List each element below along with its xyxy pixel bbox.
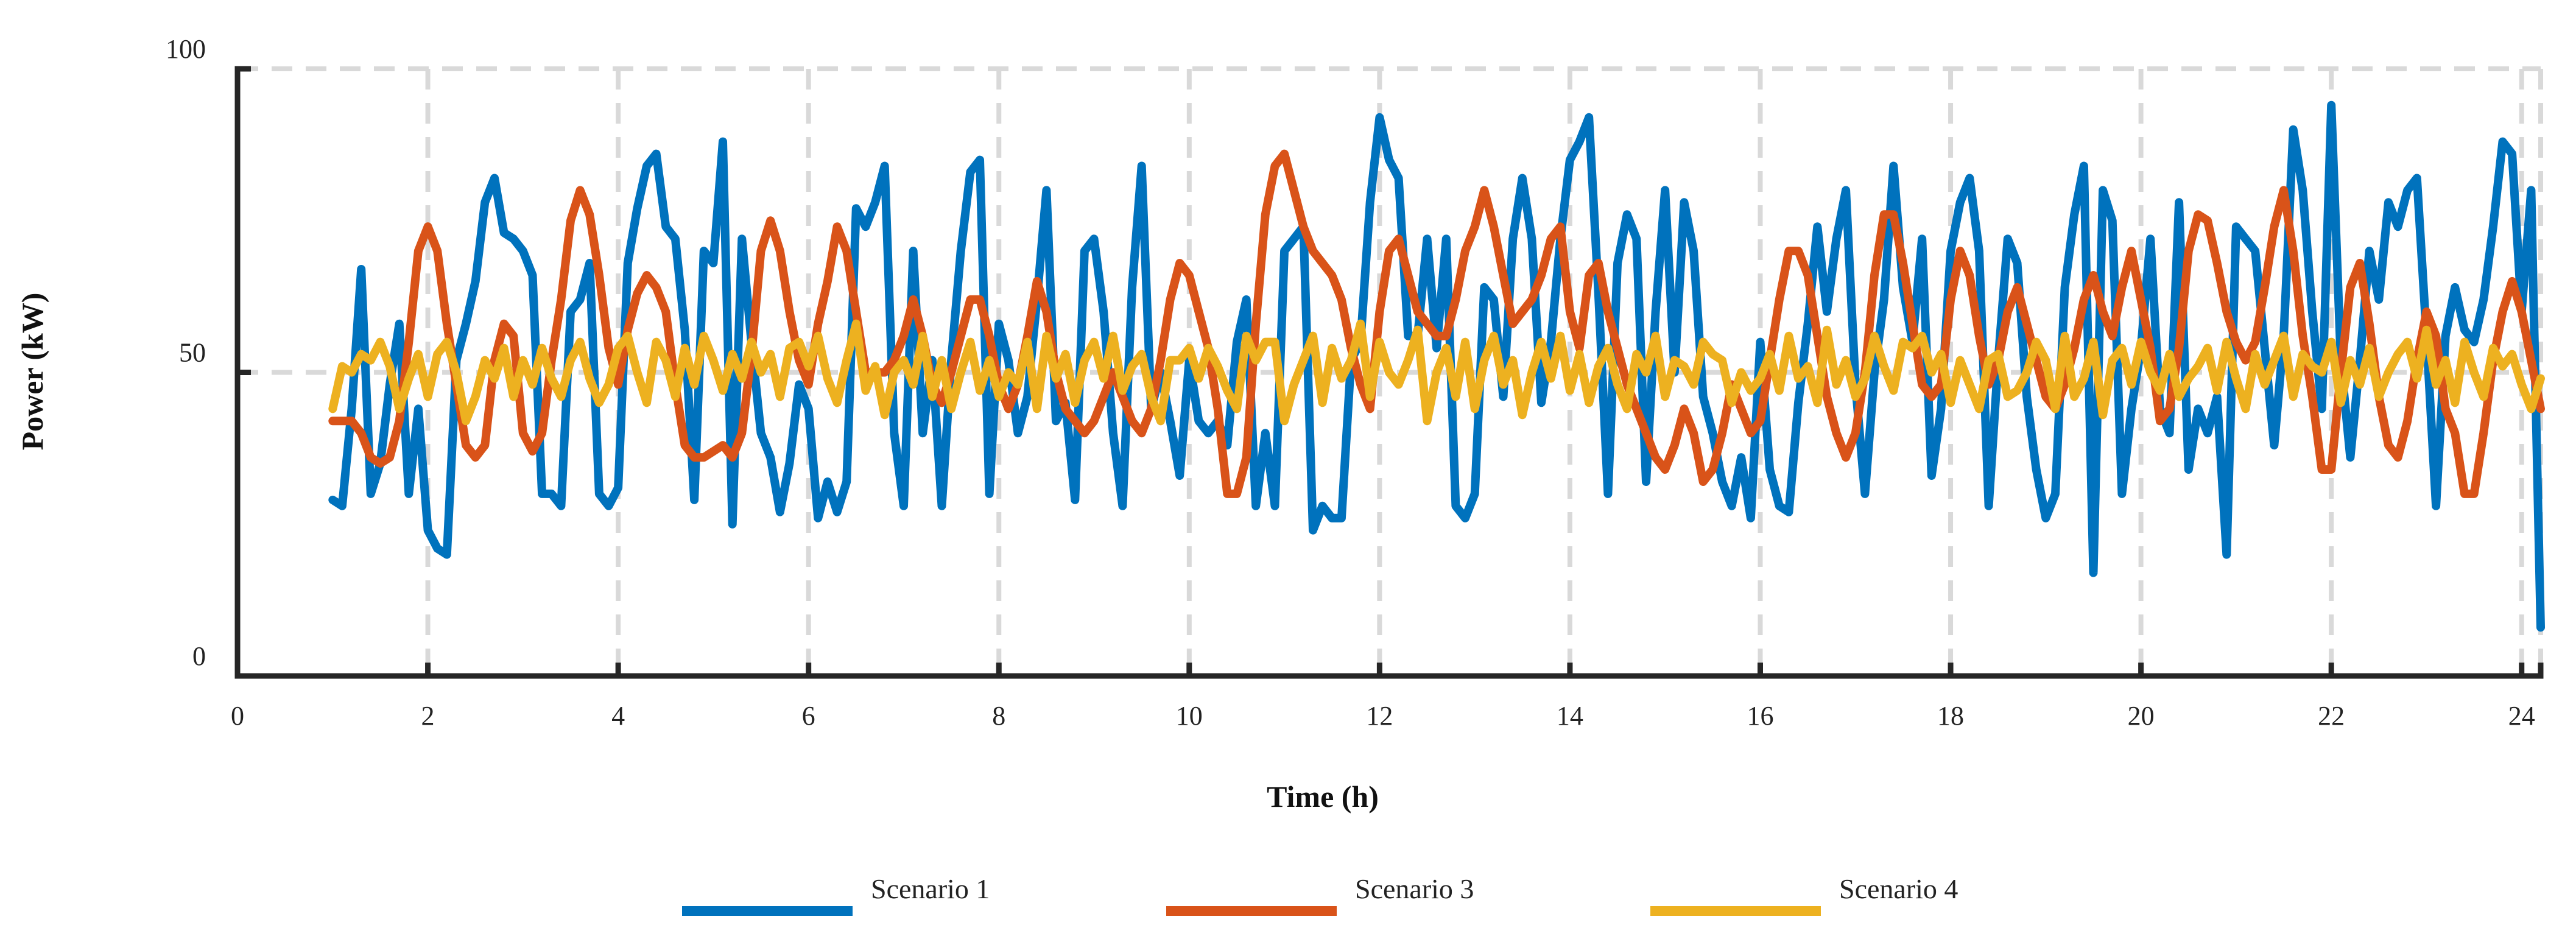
series-line-2 (328, 149, 2545, 498)
x-tick-label: 8 (992, 701, 1005, 731)
x-tick-label: 22 (2318, 701, 2345, 731)
x-tick-label: 20 (2128, 701, 2155, 731)
x-tick-label: 10 (1176, 701, 1203, 731)
x-tick-label: 0 (231, 701, 244, 731)
x-tick-label: 14 (1557, 701, 1583, 731)
y-tick-label: 50 (179, 338, 206, 368)
legend-label-2: Scenario 3 (1355, 873, 1474, 904)
series-lines (328, 100, 2545, 632)
x-tick-label: 4 (611, 701, 625, 731)
x-tick-label: 6 (802, 701, 815, 731)
x-tick-labels: 0 2 4 6 8 10 12 14 16 18 20 22 24 (231, 663, 2535, 731)
legend: Scenario 1 Scenario 3 Scenario 4 (682, 873, 1958, 916)
y-axis-title: Power (kW) (15, 293, 49, 451)
x-axis-title: Time (h) (1267, 779, 1379, 814)
y-tick-label: 0 (192, 641, 206, 671)
legend-label-3: Scenario 4 (1839, 873, 1958, 904)
series-line-3 (328, 319, 2545, 426)
y-tick-label: 100 (166, 34, 206, 64)
x-tick-label: 18 (1937, 701, 1964, 731)
x-tick-label: 24 (2508, 701, 2535, 731)
y-tick-labels: 0 50 100 (166, 34, 251, 679)
x-tick-label: 2 (421, 701, 435, 731)
x-tick-label: 16 (1747, 701, 1773, 731)
legend-label-1: Scenario 1 (871, 873, 990, 904)
x-tick-label: 12 (1366, 701, 1393, 731)
